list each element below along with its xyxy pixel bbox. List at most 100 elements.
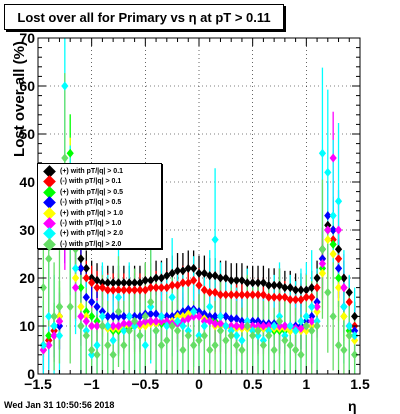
data-point — [93, 316, 101, 326]
legend-label: (+) with pT/|q| > 2.0 — [60, 230, 124, 238]
data-point — [216, 319, 225, 329]
data-point — [200, 309, 208, 319]
data-point — [238, 345, 246, 355]
data-point — [302, 311, 310, 321]
data-point — [152, 273, 160, 283]
data-point — [334, 244, 343, 254]
data-point — [232, 290, 241, 300]
data-point — [77, 321, 85, 331]
data-point — [98, 283, 106, 293]
data-point — [82, 316, 90, 326]
data-point — [98, 307, 106, 317]
data-point — [88, 350, 96, 360]
data-point — [206, 302, 214, 312]
data-point — [173, 311, 182, 321]
data-point — [93, 275, 101, 285]
legend-label: (-) with pT/|q| > 0.5 — [60, 199, 122, 207]
data-point — [206, 316, 214, 326]
data-point — [77, 254, 85, 264]
data-point — [179, 316, 187, 326]
data-point — [286, 321, 294, 331]
data-point — [98, 311, 106, 321]
x-axis-label: η — [348, 398, 357, 414]
data-point — [168, 292, 176, 302]
data-point — [211, 235, 219, 245]
data-point — [104, 340, 112, 350]
data-point — [275, 321, 284, 331]
y-tick-label: 40 — [19, 174, 35, 190]
data-point — [222, 311, 230, 321]
data-point — [141, 285, 149, 295]
data-point — [227, 321, 235, 331]
data-point — [88, 321, 96, 331]
data-point — [141, 311, 149, 321]
data-point — [243, 321, 251, 331]
x-tick-label: −0.5 — [132, 376, 160, 392]
data-point — [200, 285, 208, 295]
data-point — [190, 340, 198, 350]
data-point — [104, 321, 112, 331]
data-point — [136, 319, 144, 329]
data-point — [179, 345, 187, 355]
data-point — [131, 311, 139, 321]
data-point — [232, 340, 241, 350]
data-point — [334, 263, 343, 273]
data-point — [163, 271, 171, 281]
data-point — [222, 335, 230, 345]
data-point — [152, 309, 160, 319]
data-point — [109, 311, 117, 321]
data-point — [131, 278, 139, 288]
data-point — [39, 283, 47, 293]
data-point — [71, 273, 80, 283]
data-point — [227, 331, 235, 341]
data-point — [206, 271, 214, 281]
data-point — [157, 340, 166, 350]
data-point — [222, 290, 230, 300]
data-point — [249, 278, 257, 288]
data-point — [345, 326, 353, 336]
data-point — [297, 295, 305, 305]
x-tick-label: 0.5 — [243, 376, 263, 392]
legend-item: (-) with pT/|q| > 1.0 — [38, 217, 161, 230]
data-point — [318, 148, 327, 158]
data-point — [190, 311, 198, 321]
data-point — [82, 292, 90, 302]
data-point — [157, 283, 166, 293]
data-point — [195, 307, 203, 317]
data-point — [141, 275, 149, 285]
data-point — [82, 307, 90, 317]
data-point — [313, 321, 321, 331]
legend-item: (-) with pT/|q| > 2.0 — [38, 237, 161, 251]
data-point — [114, 278, 123, 288]
data-point — [281, 335, 289, 345]
data-point — [141, 321, 149, 331]
legend-label: (+) with pT/|q| > 1.0 — [60, 209, 124, 217]
data-point — [200, 321, 208, 331]
data-point — [93, 321, 101, 331]
data-point — [249, 326, 257, 336]
data-point — [340, 345, 348, 355]
data-point — [345, 297, 353, 307]
data-point — [265, 292, 273, 302]
data-point — [114, 285, 123, 295]
data-point — [163, 335, 171, 345]
data-point — [329, 239, 337, 249]
data-point — [114, 321, 123, 331]
data-point — [249, 290, 257, 300]
data-point — [243, 278, 251, 288]
data-point — [238, 335, 246, 345]
data-point — [71, 263, 80, 273]
data-point — [334, 254, 343, 264]
data-point — [77, 283, 85, 293]
x-tick-label: −1 — [84, 376, 100, 392]
y-tick-label: 0 — [27, 366, 35, 382]
data-point — [125, 311, 133, 321]
data-point — [345, 287, 353, 297]
data-point — [200, 331, 208, 341]
data-point — [324, 235, 332, 245]
data-point — [281, 321, 289, 331]
data-point — [184, 314, 192, 324]
data-point — [292, 326, 300, 336]
data-point — [184, 326, 192, 336]
data-point — [340, 273, 348, 283]
